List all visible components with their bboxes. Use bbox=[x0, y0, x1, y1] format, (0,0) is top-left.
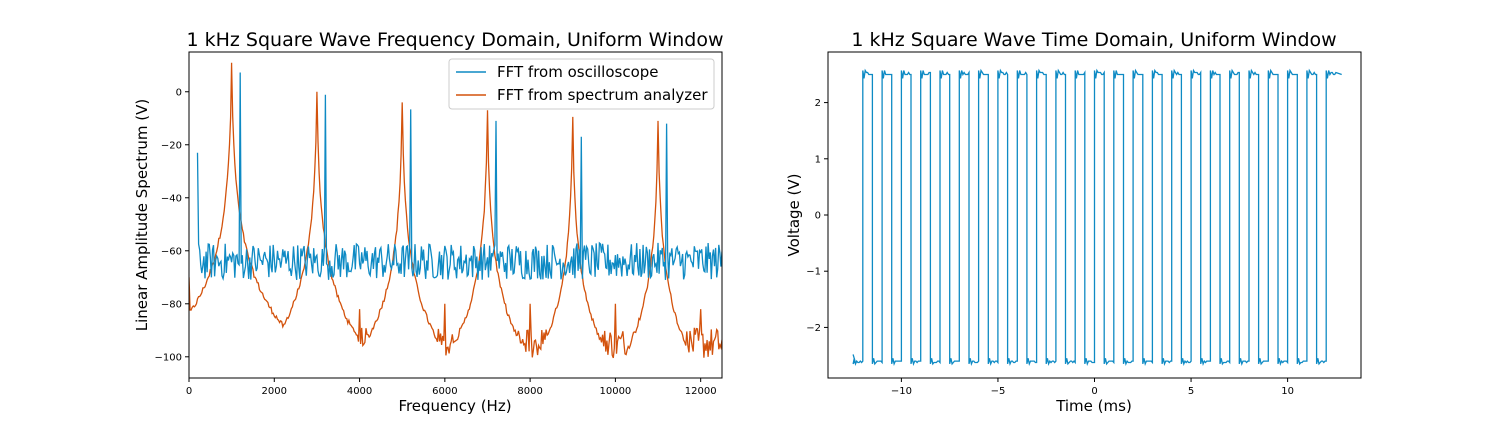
x-tick-label: 2000 bbox=[262, 386, 287, 397]
y-tick-label: 1 bbox=[815, 154, 821, 165]
y-tick-label: 2 bbox=[815, 98, 821, 109]
time-y-ticks: −2 −1 0 1 2 bbox=[806, 98, 828, 334]
time-x-axis-label: Time (ms) bbox=[1055, 397, 1132, 415]
frequency-y-axis-label: Linear Amplitude Spectrum (V) bbox=[133, 99, 151, 331]
x-tick-label: 10000 bbox=[599, 386, 631, 397]
x-tick-label: 4000 bbox=[347, 386, 372, 397]
x-tick-label: 0 bbox=[186, 386, 192, 397]
x-tick-label: 6000 bbox=[432, 386, 457, 397]
frequency-x-axis-label: Frequency (Hz) bbox=[398, 397, 511, 415]
legend-label-oscilloscope: FFT from oscilloscope bbox=[497, 63, 659, 81]
y-tick-label: −1 bbox=[806, 267, 821, 278]
x-tick-label: 8000 bbox=[517, 386, 542, 397]
time-series-lines bbox=[853, 71, 1342, 364]
time-y-axis-label: Voltage (V) bbox=[785, 174, 803, 257]
x-tick-label: −10 bbox=[891, 386, 912, 397]
frequency-x-ticks: 0 2000 4000 6000 8000 10000 12000 bbox=[186, 378, 717, 397]
frequency-y-ticks: −100 −80 −60 −40 −20 0 bbox=[155, 87, 189, 363]
y-tick-label: −80 bbox=[161, 299, 182, 310]
legend-label-spectrum-analyzer: FFT from spectrum analyzer bbox=[497, 86, 708, 104]
y-tick-label: −2 bbox=[806, 323, 821, 334]
x-tick-label: 0 bbox=[1091, 386, 1097, 397]
frequency-chart: 1 kHz Square Wave Frequency Domain, Unif… bbox=[133, 29, 724, 415]
time-chart-title: 1 kHz Square Wave Time Domain, Uniform W… bbox=[851, 29, 1336, 51]
y-tick-label: 0 bbox=[176, 87, 182, 98]
time-x-ticks: −10 −5 0 5 10 bbox=[891, 378, 1294, 397]
y-tick-label: −60 bbox=[161, 246, 182, 257]
y-tick-label: −40 bbox=[161, 193, 182, 204]
frequency-chart-title: 1 kHz Square Wave Frequency Domain, Unif… bbox=[186, 29, 723, 51]
series-line-voltage bbox=[853, 71, 1342, 364]
y-tick-label: −100 bbox=[155, 352, 182, 363]
x-tick-label: 12000 bbox=[685, 386, 717, 397]
y-tick-label: 0 bbox=[815, 211, 821, 222]
time-chart: 1 kHz Square Wave Time Domain, Uniform W… bbox=[785, 29, 1361, 415]
x-tick-label: 5 bbox=[1188, 386, 1194, 397]
y-tick-label: −20 bbox=[161, 140, 182, 151]
x-tick-label: −5 bbox=[991, 386, 1006, 397]
x-tick-label: 10 bbox=[1281, 386, 1294, 397]
frequency-legend: FFT from oscilloscope FFT from spectrum … bbox=[449, 59, 714, 109]
